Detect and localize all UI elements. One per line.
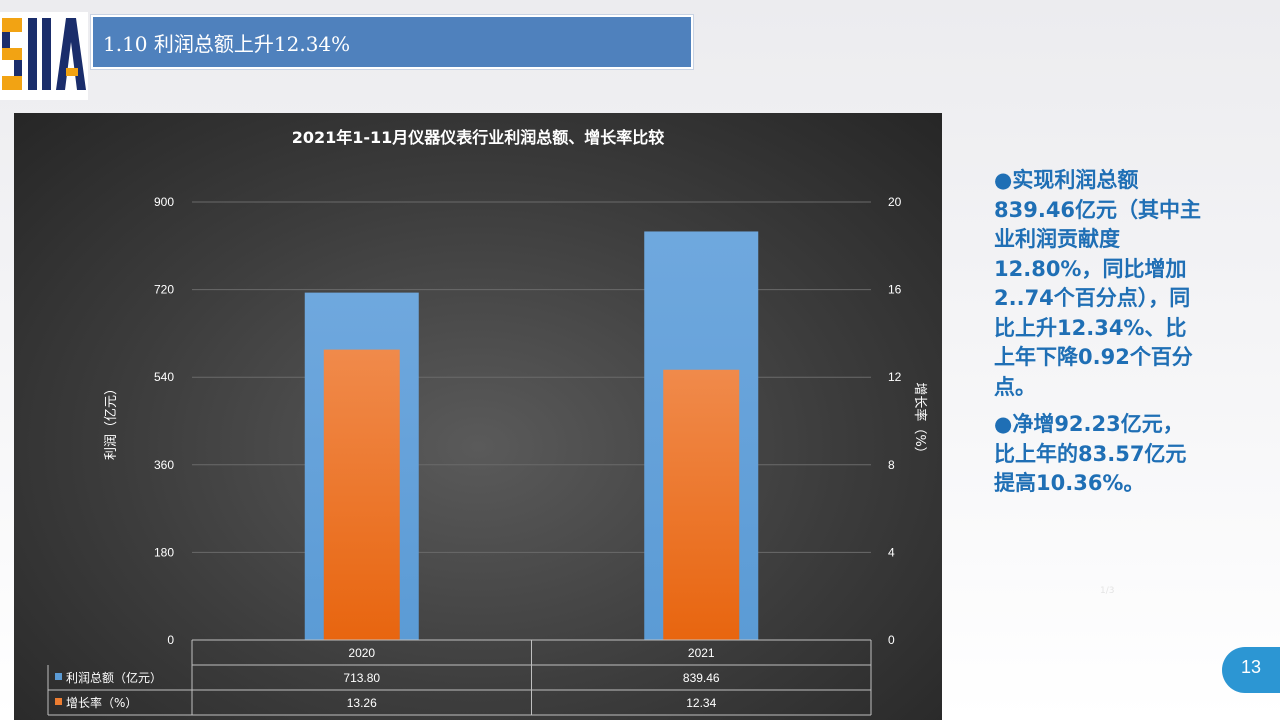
- profit-chart: 2021年1-11月仪器仪表行业利润总额、增长率比较 0 180 360 540 720 9…: [14, 113, 942, 720]
- legend-label: 增长率（%）: [66, 695, 137, 710]
- chart-canvas: 2021年1-11月仪器仪表行业利润总额、增长率比较 0 180 360 540 720 9…: [47, 128, 928, 716]
- chart-title: 2021年1-11月仪器仪表行业利润总额、增长率比较: [292, 128, 665, 147]
- bullet-list: ●实现利润总额839.46亿元（其中主业利润贡献度12.80%，同比增加2..7…: [994, 166, 1204, 507]
- table-value: 839.46: [683, 671, 720, 685]
- table-value: 12.34: [686, 696, 716, 710]
- right-axis-tick-label: 8: [888, 458, 895, 472]
- right-axis-tick-label: 20: [888, 195, 902, 209]
- legend-swatch: [55, 673, 62, 680]
- bullet-profit-total: ●实现利润总额839.46亿元（其中主业利润贡献度12.80%，同比增加2..7…: [994, 168, 1202, 399]
- left-axis-tick-label: 360: [154, 458, 174, 472]
- legend-label: 利润总额（亿元）: [66, 670, 162, 685]
- left-axis-tick-label: 900: [154, 195, 174, 209]
- slide-title: 1.10 利润总额上升12.34%: [91, 15, 693, 69]
- right-axis-tick-label: 12: [888, 370, 902, 384]
- bullet-net-increase: ●净增92.23亿元，比上年的83.57亿元提高10.36%。: [994, 412, 1187, 495]
- left-axis-tick-label: 0: [167, 633, 174, 647]
- right-axis-tick-label: 4: [888, 545, 895, 559]
- left-axis-label: 利润（亿元）: [104, 382, 119, 460]
- category-label: 2020: [348, 646, 375, 660]
- faint-mark: 1/3: [1100, 586, 1115, 596]
- right-axis-label: 增长率（%）: [912, 382, 928, 459]
- table-value: 713.80: [343, 671, 380, 685]
- left-axis-tick-label: 540: [154, 370, 174, 384]
- left-axis-tick-label: 720: [154, 283, 174, 297]
- right-axis-tick-label: 16: [888, 283, 902, 297]
- growth-rate-bar: [663, 369, 740, 640]
- growth-rate-bar: [323, 349, 400, 640]
- siia-logo: [0, 12, 88, 100]
- page-number-badge: 13: [1222, 647, 1280, 693]
- legend-swatch: [55, 698, 62, 705]
- table-value: 13.26: [347, 696, 377, 710]
- right-axis-tick-label: 0: [888, 633, 895, 647]
- left-axis-tick-label: 180: [154, 545, 174, 559]
- category-label: 2021: [688, 646, 715, 660]
